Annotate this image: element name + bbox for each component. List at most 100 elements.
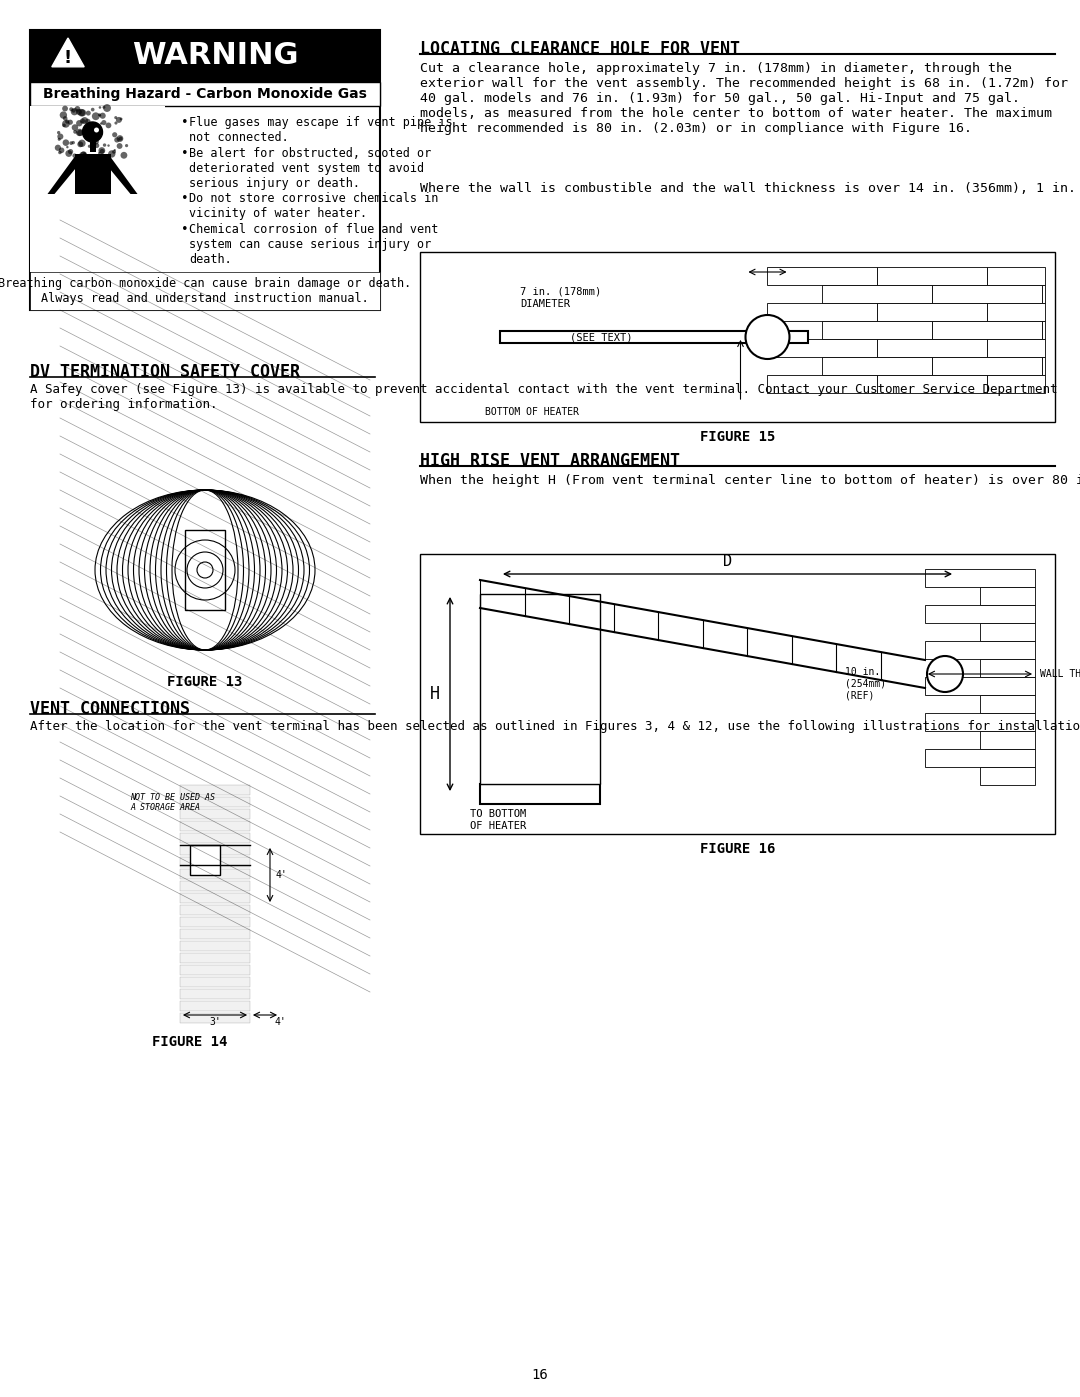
Circle shape: [92, 112, 99, 120]
Text: (SEE TEXT): (SEE TEXT): [570, 332, 633, 342]
Circle shape: [57, 131, 60, 134]
Bar: [180, 869, 249, 879]
Bar: [185, 529, 225, 610]
Circle shape: [91, 133, 95, 138]
Bar: [767, 374, 877, 393]
Bar: [877, 303, 987, 321]
Circle shape: [90, 155, 94, 158]
Circle shape: [68, 149, 73, 154]
Circle shape: [76, 120, 82, 127]
Text: FIGURE 13: FIGURE 13: [167, 675, 243, 689]
Text: Do not store corrosive chemicals in
vicinity of water heater.: Do not store corrosive chemicals in vici…: [189, 191, 438, 219]
Circle shape: [69, 108, 73, 112]
Circle shape: [113, 149, 116, 151]
Circle shape: [103, 170, 106, 173]
Circle shape: [87, 145, 91, 148]
Circle shape: [927, 657, 963, 692]
Circle shape: [79, 172, 82, 175]
Bar: [180, 1002, 249, 1011]
Text: 16: 16: [531, 1368, 549, 1382]
Circle shape: [78, 140, 85, 147]
Circle shape: [82, 183, 85, 186]
Bar: [924, 712, 1035, 731]
Text: •: •: [181, 191, 189, 205]
Circle shape: [85, 110, 91, 116]
Bar: [480, 784, 600, 805]
Bar: [500, 331, 808, 344]
Text: 10 in.
(254mm)
(REF): 10 in. (254mm) (REF): [845, 668, 886, 701]
Circle shape: [114, 116, 118, 119]
Circle shape: [71, 124, 78, 131]
Text: Where the wall is combustible and the wall thickness is over 14 in. (356mm), 1 i: Where the wall is combustible and the wa…: [420, 182, 1080, 196]
Circle shape: [114, 122, 118, 124]
Circle shape: [83, 165, 86, 168]
Circle shape: [80, 170, 83, 173]
Circle shape: [68, 120, 73, 124]
Bar: [180, 965, 249, 975]
Circle shape: [100, 123, 103, 124]
Text: 3': 3': [210, 1017, 221, 1027]
Text: LOCATING CLEARANCE HOLE FOR VENT: LOCATING CLEARANCE HOLE FOR VENT: [420, 41, 740, 59]
Circle shape: [125, 144, 129, 147]
Text: A Safey cover (see Figure 13) is available to prevent accidental contact with th: A Safey cover (see Figure 13) is availab…: [30, 383, 1057, 411]
Text: D: D: [723, 555, 732, 569]
Circle shape: [99, 115, 102, 117]
Bar: [1042, 321, 1045, 339]
Bar: [190, 845, 220, 875]
Bar: [987, 339, 1045, 358]
Circle shape: [99, 166, 103, 169]
Bar: [767, 267, 877, 285]
Circle shape: [82, 122, 103, 142]
Text: 4': 4': [274, 1017, 286, 1027]
Bar: [980, 659, 1035, 678]
Bar: [987, 303, 1045, 321]
Bar: [980, 694, 1035, 712]
Circle shape: [93, 136, 95, 138]
Bar: [767, 303, 877, 321]
Circle shape: [89, 186, 92, 189]
Text: FIGURE 14: FIGURE 14: [152, 1035, 228, 1049]
Circle shape: [77, 130, 83, 136]
Text: HIGH RISE VENT ARRANGEMENT: HIGH RISE VENT ARRANGEMENT: [420, 453, 680, 469]
Circle shape: [69, 141, 73, 145]
Circle shape: [745, 314, 789, 359]
Text: Be alert for obstructed, sooted or
deteriorated vent system to avoid
serious inj: Be alert for obstructed, sooted or deter…: [189, 147, 431, 190]
Polygon shape: [52, 38, 84, 67]
Circle shape: [98, 184, 100, 187]
Circle shape: [103, 175, 106, 177]
Text: Breathing Hazard - Carbon Monoxide Gas: Breathing Hazard - Carbon Monoxide Gas: [43, 87, 367, 101]
Text: When the height H (From vent terminal center line to bottom of heater) is over 8: When the height H (From vent terminal ce…: [420, 474, 1080, 488]
Bar: [180, 953, 249, 963]
Text: Chemical corrosion of flue and vent
system can cause serious injury or
death.: Chemical corrosion of flue and vent syst…: [189, 224, 438, 265]
Circle shape: [103, 144, 106, 147]
Bar: [180, 942, 249, 951]
Circle shape: [108, 151, 116, 158]
Bar: [180, 905, 249, 915]
Circle shape: [86, 163, 90, 166]
Circle shape: [99, 183, 103, 186]
Bar: [75, 154, 110, 194]
Bar: [932, 321, 1042, 339]
Bar: [924, 678, 1035, 694]
Bar: [932, 285, 1042, 303]
Text: BOTTOM OF HEATER: BOTTOM OF HEATER: [485, 407, 579, 416]
Bar: [1042, 358, 1045, 374]
Circle shape: [94, 127, 99, 133]
Circle shape: [94, 163, 97, 166]
Circle shape: [112, 149, 116, 154]
Bar: [180, 916, 249, 928]
Circle shape: [98, 152, 100, 154]
Text: •: •: [181, 116, 189, 129]
Bar: [877, 267, 987, 285]
Circle shape: [66, 149, 72, 156]
Text: WALL THICKNESS: WALL THICKNESS: [1040, 669, 1080, 679]
Bar: [420, 555, 1055, 834]
Circle shape: [91, 162, 94, 165]
Text: H: H: [430, 685, 440, 703]
Circle shape: [89, 162, 92, 166]
Bar: [980, 767, 1035, 785]
Circle shape: [93, 127, 95, 130]
Bar: [1042, 285, 1045, 303]
Circle shape: [119, 137, 122, 141]
Text: FIGURE 15: FIGURE 15: [700, 430, 775, 444]
